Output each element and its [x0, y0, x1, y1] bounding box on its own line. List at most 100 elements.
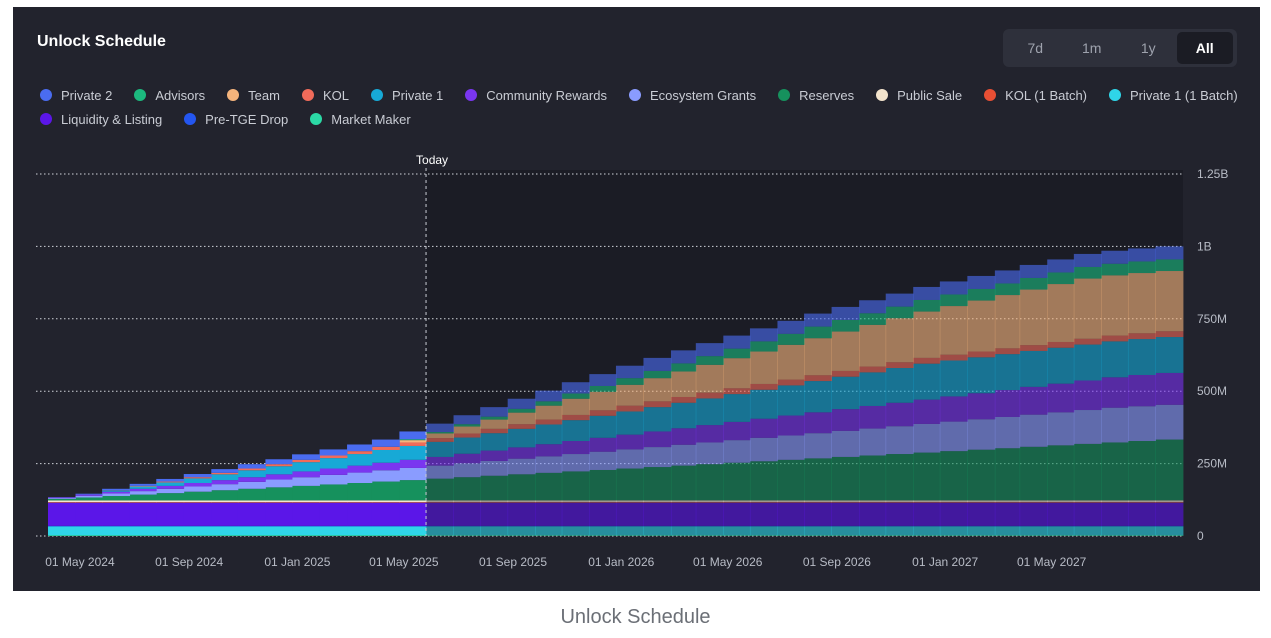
bar-segment [589, 410, 617, 416]
bar-segment [48, 502, 76, 503]
bar-segment [292, 535, 320, 536]
bar-segment [129, 526, 157, 536]
legend-dot-icon [465, 89, 478, 101]
bar-segment [102, 500, 131, 503]
bar-segment [1155, 525, 1184, 527]
bar-segment [831, 319, 860, 332]
legend-item-market-maker[interactable]: Market Maker [310, 111, 411, 127]
legend-item-private-1-1-batch[interactable]: Private 1 (1 Batch) [1109, 87, 1238, 103]
legend-item-team[interactable]: Team [227, 87, 280, 103]
bar-segment [347, 465, 373, 473]
bar-segment [859, 300, 887, 314]
bar-segment [1101, 377, 1129, 408]
bar-segment [695, 526, 724, 536]
bar-segment [371, 535, 400, 536]
bar-segment [615, 468, 644, 501]
legend-item-ecosystem-grants[interactable]: Ecosystem Grants [628, 87, 756, 103]
legend-dot-icon [184, 113, 197, 125]
range-1y-button[interactable]: 1y [1140, 40, 1156, 56]
y-tick-label: 500M [1197, 384, 1227, 398]
bar-segment [913, 502, 941, 503]
range-selector: 7d 1m 1y All [1003, 29, 1237, 67]
bar-segment [1127, 374, 1156, 407]
bar-segment [371, 502, 400, 526]
bar-segment [939, 525, 968, 527]
bar-segment [749, 535, 778, 536]
x-tick-label: 01 May 2027 [1017, 555, 1087, 569]
range-7d-button[interactable]: 7d [1027, 40, 1044, 56]
bar-segment [371, 481, 400, 501]
bar-segment [399, 439, 427, 441]
bar-segment [156, 481, 185, 483]
bar-segment [507, 447, 536, 459]
bar-segment [723, 348, 751, 359]
footer-caption: Unlock Schedule [560, 606, 711, 628]
bar-segment [399, 502, 427, 526]
bar-segment [967, 275, 996, 289]
y-tick-label: 1B [1197, 239, 1212, 253]
bar-segment [480, 502, 509, 503]
bar-segment [1127, 502, 1156, 526]
bar-segment [292, 459, 320, 463]
bar-segment [859, 526, 887, 536]
bar-segment [1101, 335, 1129, 342]
bar-segment [859, 372, 887, 406]
bar-segment [615, 405, 644, 412]
bar-segment [939, 535, 968, 536]
bar-segment [48, 500, 76, 503]
bar-segment [695, 343, 724, 357]
bar-segment [265, 535, 293, 536]
legend-item-private-2[interactable]: Private 2 [40, 87, 112, 103]
y-tick-label: 0 [1197, 529, 1204, 543]
legend-item-public-sale[interactable]: Public Sale [876, 87, 962, 103]
legend-item-pre-tge-drop[interactable]: Pre-TGE Drop [184, 111, 288, 127]
bar-segment [643, 526, 672, 536]
bar-segment [426, 465, 454, 479]
bar-segment [804, 412, 832, 434]
bar-segment [939, 294, 968, 307]
bar-segment [615, 365, 644, 379]
bar-segment [399, 431, 427, 440]
legend-item-kol-1-batch[interactable]: KOL (1 Batch) [984, 87, 1087, 103]
bar-segment [1073, 266, 1102, 279]
legend-item-liquidity-listing[interactable]: Liquidity & Listing [40, 111, 162, 127]
range-1m-button[interactable]: 1m [1082, 40, 1102, 56]
legend-item-community-rewards[interactable]: Community Rewards [465, 87, 607, 103]
legend-dot-icon [40, 113, 52, 125]
range-all-button[interactable]: All [1176, 32, 1233, 64]
bar-segment [292, 462, 320, 472]
bar-segment [319, 449, 348, 456]
bar-segment [1019, 345, 1048, 351]
bar-segment [319, 500, 348, 503]
bar-segment [507, 526, 536, 536]
bar-segment [1047, 284, 1075, 342]
bar-segment [426, 500, 454, 503]
bar-segment [643, 502, 672, 526]
bar-segment [371, 470, 400, 482]
bar-segment [292, 526, 320, 536]
bar-segment [589, 525, 617, 527]
bar-segment [967, 300, 996, 352]
bar-segment [292, 471, 320, 478]
bar-segment [804, 326, 832, 339]
bar-segment [1127, 526, 1156, 536]
bar-segment [183, 477, 212, 479]
legend-item-private-1[interactable]: Private 1 [370, 87, 443, 103]
bar-segment [723, 421, 751, 441]
bar-segment [859, 428, 887, 456]
bar-segment [292, 525, 320, 527]
bar-segment [426, 535, 454, 536]
bar-segment [723, 500, 751, 503]
bar-segment [804, 502, 832, 526]
bar-segment [749, 526, 778, 536]
legend-item-reserves[interactable]: Reserves [778, 87, 854, 103]
legend-item-advisors[interactable]: Advisors [134, 87, 205, 103]
bar-segment [102, 525, 131, 527]
bar-segment [994, 535, 1021, 536]
bar-segment [156, 478, 185, 482]
bar-segment [749, 328, 778, 342]
legend-item-kol[interactable]: KOL [301, 87, 349, 103]
bar-segment [967, 502, 996, 503]
bar-segment [885, 362, 914, 369]
bar-segment [1155, 259, 1184, 272]
